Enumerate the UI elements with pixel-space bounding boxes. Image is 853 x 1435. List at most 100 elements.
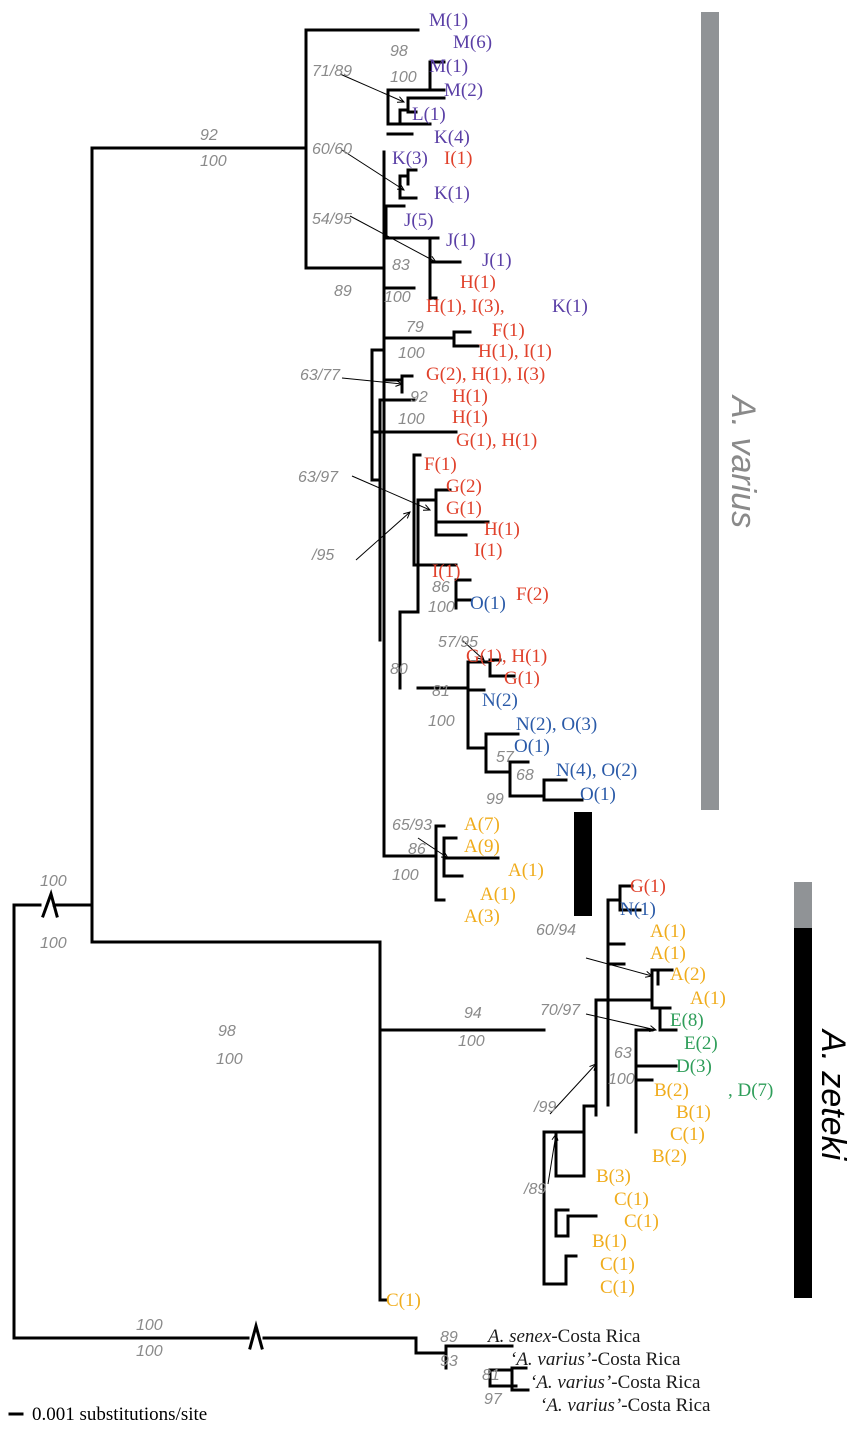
support-value: 100 bbox=[392, 867, 419, 884]
support-value: 83 bbox=[392, 257, 410, 274]
pointer-line bbox=[585, 1013, 657, 1031]
support-value: 89 bbox=[334, 283, 352, 300]
pointer-line bbox=[417, 837, 449, 859]
tip-label: B(1) bbox=[592, 1231, 627, 1252]
pointer-line bbox=[339, 73, 405, 103]
support-value: 100 bbox=[136, 1343, 163, 1360]
support-value: 100 bbox=[390, 69, 417, 86]
tip-label: A(9) bbox=[464, 836, 500, 857]
support-value: 65/93 bbox=[392, 817, 432, 834]
support-values: 921009810071/8960/6054/9589831007910063/… bbox=[40, 43, 635, 1408]
tip-label: L(1) bbox=[412, 104, 446, 125]
support-value: 100 bbox=[428, 599, 455, 616]
branch-segment bbox=[444, 1344, 514, 1370]
support-value: 57/95 bbox=[438, 634, 478, 651]
pointer-arrowhead bbox=[396, 96, 406, 103]
branch-segment bbox=[582, 1104, 598, 1178]
branch-segment bbox=[564, 1254, 578, 1286]
clade-label-zeteki: A. zeteki bbox=[814, 1028, 852, 1162]
clade-bar-varius-extension bbox=[574, 812, 592, 916]
branch-segment bbox=[406, 168, 418, 186]
branch-segment bbox=[542, 1130, 568, 1286]
pointer-arrowhead bbox=[649, 1025, 658, 1033]
tip-label: K(1) bbox=[434, 183, 470, 204]
tip-label: B(1) bbox=[676, 1102, 711, 1123]
tip-label: E(2) bbox=[684, 1033, 718, 1054]
branch-segment bbox=[594, 998, 610, 1117]
branch-segment bbox=[466, 660, 492, 750]
pointer-arrowhead bbox=[396, 183, 405, 191]
tip-label: C(1) bbox=[614, 1189, 649, 1210]
branch-segment bbox=[508, 760, 546, 798]
branch-segment bbox=[434, 488, 490, 537]
tip-labels: M(1)M(6)M(1)M(2)L(1)K(4)K(3) I(1)K(1)J(5)… bbox=[386, 10, 773, 1311]
tip-label: C(1) bbox=[600, 1277, 635, 1298]
tip-label: O(1) bbox=[514, 736, 550, 757]
branch-segment bbox=[452, 330, 480, 348]
tip-label: J(5) bbox=[404, 210, 434, 231]
outgroup-tip-label: ‘A. varius’-Costa Rica bbox=[540, 1395, 711, 1416]
tip-label: B(3) bbox=[596, 1166, 631, 1187]
scale-label: 0.001 substitutions/site bbox=[32, 1404, 207, 1425]
tip-label: M(1) bbox=[429, 56, 468, 77]
tip-label: H(1), I(3), bbox=[426, 296, 505, 317]
branch-segment bbox=[488, 658, 516, 678]
tip-label: B(2) bbox=[654, 1080, 689, 1101]
pointer-arrowhead bbox=[428, 256, 438, 263]
support-value: 93 bbox=[440, 1353, 458, 1370]
pointer-arrowhead bbox=[395, 379, 404, 387]
tip-label: I(1) bbox=[474, 540, 502, 561]
support-value: 79 bbox=[406, 319, 424, 336]
tip-label: E(8) bbox=[670, 1010, 704, 1031]
tip-label: O(1) bbox=[470, 593, 506, 614]
support-value: /89 bbox=[523, 1181, 546, 1198]
support-value: 63/97 bbox=[298, 469, 339, 486]
tip-label: A(1) bbox=[480, 884, 516, 905]
tip-label: K(3) bbox=[392, 148, 428, 169]
support-value: 81 bbox=[482, 1367, 500, 1384]
support-value: /95 bbox=[311, 547, 334, 564]
branch-segment bbox=[90, 146, 382, 944]
tip-label: H(1) bbox=[452, 386, 488, 407]
tip-label: M(6) bbox=[453, 32, 492, 53]
pointer-line bbox=[351, 475, 431, 511]
support-value: 100 bbox=[40, 935, 67, 952]
support-value: 100 bbox=[40, 873, 67, 890]
branch-segment bbox=[554, 1130, 586, 1178]
tip-label: O(1) bbox=[580, 784, 616, 805]
support-value: 57 bbox=[496, 749, 515, 766]
pointer-arrowhead bbox=[440, 851, 449, 859]
tip-label: H(1) bbox=[460, 272, 496, 293]
pointer-line bbox=[585, 957, 653, 977]
branch-segment bbox=[658, 1006, 678, 1032]
branch-segment bbox=[414, 1336, 448, 1355]
support-value: 89 bbox=[440, 1329, 458, 1346]
pointer-arrowhead bbox=[477, 653, 485, 661]
pointer-line bbox=[461, 639, 485, 661]
pointer-arrowhead bbox=[551, 1132, 559, 1141]
support-value: 92 bbox=[410, 389, 428, 406]
support-value: 71/89 bbox=[312, 63, 352, 80]
clade-bar-zeteki-gray bbox=[794, 882, 812, 928]
tip-label: J(1) bbox=[446, 230, 476, 251]
support-value: 70/97 bbox=[540, 1002, 581, 1019]
branch-segment bbox=[634, 1028, 678, 1082]
tip-label: G(1), H(1) bbox=[466, 646, 547, 667]
tip-label: A(3) bbox=[464, 906, 500, 927]
branch-segment bbox=[248, 1320, 264, 1350]
tip-label: H(1) bbox=[484, 519, 520, 540]
branch-segment bbox=[634, 1078, 654, 1134]
support-value: 60/94 bbox=[536, 922, 576, 939]
support-value: 100 bbox=[458, 1033, 485, 1050]
pointer-arrowhead bbox=[589, 1063, 597, 1071]
clade-label-varius: A. varius bbox=[724, 394, 762, 528]
outgroup-tip-label: ‘A. varius’-Costa Rica bbox=[510, 1349, 681, 1370]
tip-label: I(1) bbox=[444, 148, 472, 169]
branch-segment bbox=[406, 96, 446, 114]
branch-segment bbox=[384, 204, 432, 240]
branch-segment bbox=[606, 942, 626, 966]
tip-label: N(1) bbox=[620, 899, 656, 920]
branch-segment bbox=[428, 60, 446, 92]
branch-segment bbox=[370, 348, 386, 482]
